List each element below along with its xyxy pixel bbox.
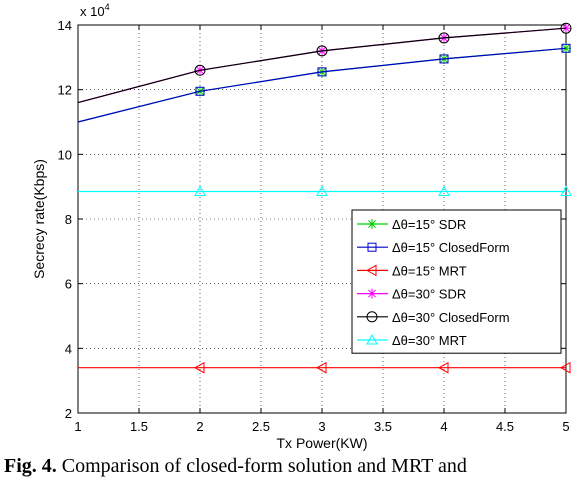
legend-box xyxy=(351,209,562,354)
y-tick-label: 2 xyxy=(65,406,72,421)
caption-text: Comparison of closed-form solution and M… xyxy=(56,455,467,477)
legend-swatch-marker xyxy=(367,242,377,252)
legend-item: Δθ=30° SDR xyxy=(357,287,466,302)
legend-label: Δθ=15° ClosedForm xyxy=(392,240,510,255)
y-exponent-label: x 104 xyxy=(80,2,110,19)
legend-item: Δθ=15° SDR xyxy=(357,217,466,232)
legend-label: Δθ=30° MRT xyxy=(392,333,467,348)
legend-label: Δθ=15° MRT xyxy=(392,263,467,278)
x-axis-label: Tx Power(KW) xyxy=(277,435,368,451)
series-2-point xyxy=(561,43,571,53)
axis-ticks: 1 1.5 2 2.5 3 3.5 4 4.5 5 2 4 6 8 10 12 14 xyxy=(58,18,570,434)
series-2 xyxy=(77,43,571,123)
caption-label: Fig. 4. xyxy=(4,455,57,477)
x-tick-label: 3 xyxy=(318,419,325,434)
legend-swatch-marker xyxy=(366,311,378,323)
y-tick-label: 6 xyxy=(65,277,72,292)
series-6-point xyxy=(316,185,328,197)
x-tick-label: 1.5 xyxy=(130,419,148,434)
x-tick-label: 4 xyxy=(440,419,447,434)
x-tick-label: 2.5 xyxy=(252,419,270,434)
series-group xyxy=(77,22,572,374)
series-6 xyxy=(78,185,572,197)
series-5-point xyxy=(438,32,450,44)
series-1-point xyxy=(561,43,571,54)
x-tick-label: 3.5 xyxy=(374,419,392,434)
legend-swatch-marker xyxy=(366,333,378,345)
x-tick-label: 1 xyxy=(74,419,81,434)
legend-item: Δθ=15° MRT xyxy=(357,263,467,278)
y-tick-label: 14 xyxy=(58,18,72,33)
series-2-point xyxy=(195,86,205,96)
series-2-point xyxy=(439,54,449,64)
series-2-point xyxy=(317,67,327,77)
series-5 xyxy=(77,22,572,104)
series-6-point xyxy=(438,185,450,197)
series-5-line xyxy=(77,27,567,104)
y-tick-label: 8 xyxy=(65,212,72,227)
y-tick-label: 12 xyxy=(58,83,72,98)
series-3 xyxy=(78,361,571,374)
legend-item: Δθ=15° ClosedForm xyxy=(357,240,510,255)
legend-label: Δθ=30° ClosedForm xyxy=(392,310,510,325)
grid xyxy=(78,25,566,413)
legend-swatch-marker xyxy=(365,264,377,277)
series-3-point xyxy=(193,361,205,374)
x-tick-label: 2 xyxy=(196,419,203,434)
y-tick-label: 4 xyxy=(65,341,72,356)
y-axis-label: Secrecy rate(Kbps) xyxy=(31,159,47,279)
series-3-point xyxy=(559,361,571,374)
series-5-point xyxy=(316,45,328,57)
series-5-point xyxy=(194,64,206,76)
legend-label: Δθ=30° SDR xyxy=(392,287,466,302)
legend-item: Δθ=30° MRT xyxy=(357,333,467,348)
legend-item: Δθ=30° ClosedForm xyxy=(357,310,510,325)
series-3-point xyxy=(315,361,327,374)
x-tick-label: 4.5 xyxy=(496,419,514,434)
legend-label: Δθ=15° SDR xyxy=(392,217,466,232)
series-3-point xyxy=(437,361,449,374)
series-6-point xyxy=(560,185,572,197)
legend: Δθ=15° SDR Δθ=15° ClosedForm Δθ=15° MRT Δθ=… xyxy=(351,209,562,354)
y-tick-label: 10 xyxy=(58,147,72,162)
legend-swatch-marker xyxy=(367,219,377,229)
series-2-line xyxy=(77,47,567,123)
series-6-point xyxy=(194,185,206,197)
series-5-point xyxy=(560,22,572,34)
figure-caption: Fig. 4. Comparison of closed-form soluti… xyxy=(4,455,582,490)
x-tick-label: 5 xyxy=(562,419,569,434)
legend-swatch-marker xyxy=(367,288,377,299)
